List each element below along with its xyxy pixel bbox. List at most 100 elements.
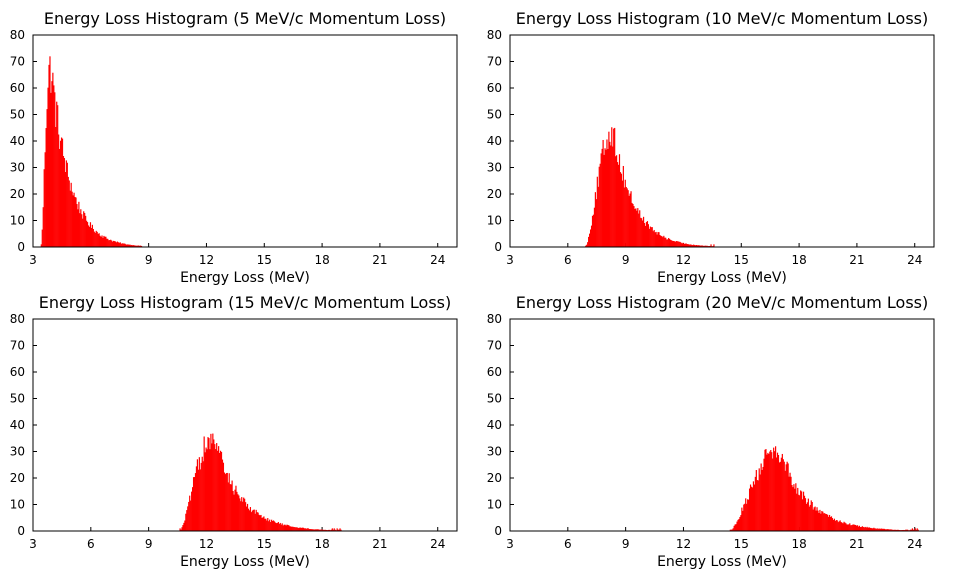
histogram-bar [263,516,265,531]
histogram-bar [788,476,790,531]
histogram-bar [130,245,132,247]
histogram-bar [314,529,316,531]
histogram-bar [602,139,604,247]
histogram-bar [811,502,813,531]
histogram-bar [248,510,251,531]
y-tick-label: 80 [487,312,502,326]
histogram-bar [138,245,140,247]
histogram-bar [223,472,225,531]
histogram-bar [291,526,293,531]
histogram-bar [843,521,845,531]
histogram-bar [187,506,189,531]
histogram-bar [746,503,748,531]
histogram-bar [665,237,667,247]
y-tick-label: 10 [487,498,502,512]
histogram-bar [201,456,203,531]
histogram-bar [116,241,119,247]
histogram-bar [606,139,608,247]
histogram-bar [292,526,294,531]
histogram-bar [299,527,302,531]
histogram-bar [295,527,297,531]
histogram-bar [643,223,646,247]
histogram-bar [666,239,668,247]
histogram-bar [674,241,676,247]
histogram-bar [609,141,611,247]
histogram-bar [209,449,211,531]
histogram-bar [338,529,340,531]
histogram-bar [253,509,255,531]
histogram-bar [134,245,136,247]
histogram-bar [230,484,232,531]
histogram-bar [703,245,705,247]
histogram-bar [657,232,659,247]
histogram-bar [681,243,683,247]
histogram-bar [242,501,244,531]
histogram-bar [100,236,102,247]
histogram-10mev-svg: Energy Loss Histogram (10 MeV/c Momentum… [487,9,935,286]
y-tick-label: 50 [10,392,25,406]
histogram-bar [71,191,73,247]
histogram-bar [680,242,682,247]
histogram-bar [743,504,745,531]
histogram-bar [590,225,593,247]
histogram-bar [799,495,801,531]
histogram-bar [132,245,134,247]
histogram-bar [812,509,814,531]
histogram-bar [774,451,776,531]
histogram-bar [813,507,815,531]
histogram-bar [636,210,638,247]
y-tick-label: 50 [10,108,25,122]
y-tick-label: 0 [17,240,25,254]
histogram-bar [854,524,856,531]
histogram-bar [597,186,599,247]
histogram-bar [104,236,106,247]
histogram-bar [218,452,221,531]
y-tick-label: 70 [10,55,25,69]
histogram-bar [271,520,274,531]
histogram-bar [770,449,772,531]
y-tick-label: 0 [17,524,25,538]
histogram-bar [842,523,844,531]
histogram-bar [49,56,51,247]
histogram-bar [687,244,689,247]
histogram-bar [596,176,598,247]
histogram-bar [882,528,885,531]
x-tick-label: 12 [199,537,214,551]
histogram-bar [73,192,75,247]
x-tick-label: 6 [564,537,572,551]
histogram-bar [105,236,107,247]
histogram-bar [233,494,235,531]
x-tick-label: 18 [314,253,329,267]
histogram-bar [208,438,210,531]
histogram-bar [801,499,804,531]
histogram-bars [585,127,715,247]
histogram-bar [67,176,69,247]
histogram-bar [740,515,742,531]
histogram-bar [669,239,672,247]
chart-panel-2: Energy Loss Histogram (10 MeV/c Momentum… [477,0,953,286]
histogram-bar [107,238,109,247]
histogram-bar [95,230,97,247]
histogram-bar [897,529,899,531]
histogram-bar [816,507,818,531]
histogram-bar [761,469,763,531]
histogram-bar [256,512,258,531]
histogram-bar [600,153,602,247]
histogram-bar [694,245,696,247]
histogram-bar [610,145,612,247]
histogram-bar [863,527,865,531]
histogram-bar [82,218,84,247]
histogram-bar [589,233,591,247]
histogram-bar [235,485,237,531]
histogram-bar [614,127,616,247]
histogram-bar [869,527,871,531]
histogram-bar [819,509,821,531]
histogram-bar [192,487,194,531]
histogram-bar [332,529,334,531]
y-tick-label: 10 [487,214,502,228]
histogram-bar [837,522,839,531]
histogram-bar [598,166,600,247]
chart-panel-4: Energy Loss Histogram (20 MeV/c Momentum… [477,284,953,569]
histogram-bar [775,446,777,531]
histogram-bar [114,241,117,247]
